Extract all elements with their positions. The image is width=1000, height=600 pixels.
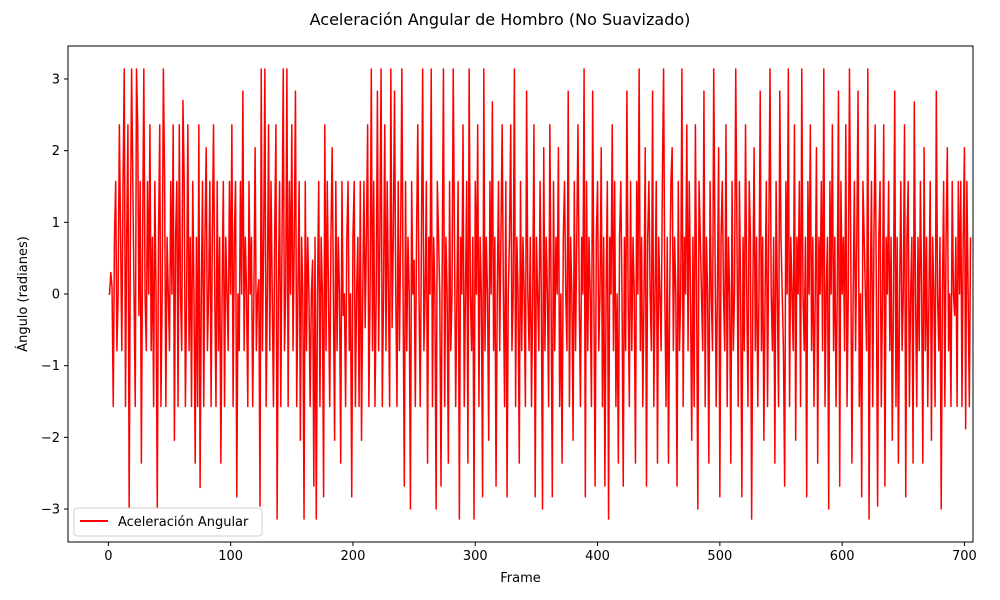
- x-tick-label: 400: [585, 549, 610, 564]
- x-tick-label: 700: [952, 549, 977, 564]
- y-tick-label: 0: [52, 288, 60, 303]
- x-tick-label: 500: [707, 549, 732, 564]
- x-tick-label: 0: [104, 549, 112, 564]
- x-tick-label: 200: [341, 549, 366, 564]
- x-tick-label: 600: [830, 549, 855, 564]
- y-axis-label: Ángulo (radianes): [15, 236, 31, 352]
- x-tick-label: 300: [463, 549, 488, 564]
- x-axis-label: Frame: [500, 571, 541, 586]
- y-tick-label: −3: [41, 503, 60, 518]
- y-tick-label: 2: [52, 144, 60, 159]
- y-axis-ticks: −3 −2 −1 0 1 2 3: [41, 72, 68, 518]
- y-tick-label: 3: [52, 72, 60, 87]
- y-tick-label: −2: [41, 431, 60, 446]
- x-axis-ticks: 0 100 200 300 400 500 600 700: [104, 542, 977, 564]
- plot-area: 0 100 200 300 400 500 600 700 −3 −2 −1 0 1 2 3: [41, 45, 977, 564]
- series-layer: [108, 68, 972, 520]
- legend-box: [73, 507, 263, 537]
- legend: Aceleración Angular: [73, 507, 263, 537]
- chart-title: Aceleración Angular de Hombro (No Suaviz…: [310, 10, 691, 29]
- series-line-0: [108, 68, 972, 520]
- axes-frame: [67, 45, 974, 543]
- y-tick-label: 1: [52, 216, 60, 231]
- y-tick-label: −1: [41, 359, 60, 374]
- legend-label: Aceleración Angular: [118, 515, 249, 530]
- x-tick-label: 100: [218, 549, 243, 564]
